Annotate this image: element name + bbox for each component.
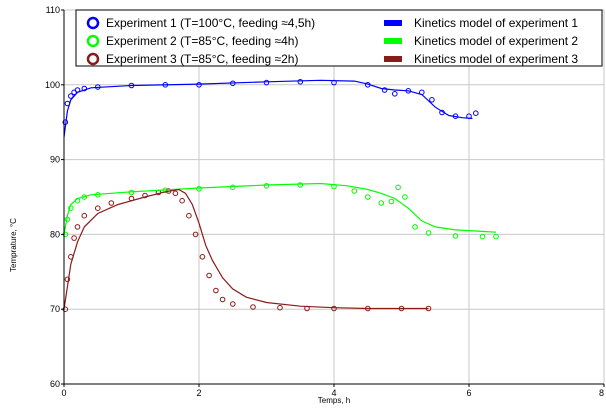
data-point: [331, 305, 337, 312]
legend-line-swatch: [384, 20, 402, 26]
data-point: [263, 183, 270, 189]
data-point: [277, 304, 283, 311]
data-point: [179, 197, 185, 204]
legend-entry-1: Experiment 1 (T=100°C, feeding ≈4,5h): [86, 16, 315, 30]
series-4: [63, 79, 473, 138]
series-line: [63, 182, 497, 235]
legend: Experiment 1 (T=100°C, feeding ≈4,5h) Exp…: [75, 9, 603, 67]
data-point: [473, 110, 479, 116]
legend-entry-3: Experiment 3 (T=85°C, feeding ≈2h): [86, 52, 298, 66]
data-point: [429, 97, 435, 103]
data-point: [392, 91, 398, 97]
y-tick-label: 70: [50, 304, 60, 314]
data-point: [64, 276, 71, 283]
y-axis-title: Temprature, °C: [9, 218, 18, 272]
data-point: [381, 87, 388, 93]
x-tick-label: 2: [196, 388, 201, 398]
y-tick-label: 110: [46, 5, 60, 15]
series-5: [63, 182, 497, 235]
data-point: [95, 205, 101, 211]
legend-entry-5: Kinetics model of experiment 2: [384, 34, 578, 48]
y-tick-label: 80: [50, 229, 60, 239]
data-point: [192, 231, 199, 238]
legend-line-swatch: [384, 56, 402, 62]
x-tick-label: 6: [466, 388, 471, 398]
data-point: [395, 184, 401, 191]
data-point: [230, 184, 236, 191]
data-point: [388, 198, 395, 205]
legend-label: Experiment 1 (T=100°C, feeding ≈4,5h): [106, 16, 315, 30]
data-point: [365, 194, 371, 200]
data-point: [263, 79, 270, 86]
legend-marker-swatch: [86, 34, 100, 48]
series-line: [63, 188, 429, 310]
data-point: [196, 82, 202, 88]
y-tick-label: 100: [45, 80, 60, 90]
x-axis-title: Temps, h: [318, 396, 350, 405]
x-tick-label: 8: [599, 388, 604, 398]
data-point: [186, 212, 192, 219]
x-tick-label: 0: [61, 388, 66, 398]
data-point: [351, 188, 358, 194]
data-point: [206, 272, 212, 279]
data-point: [452, 233, 459, 239]
series-6: [63, 188, 429, 310]
series-line: [63, 79, 473, 138]
data-point: [402, 194, 408, 200]
data-point: [213, 287, 219, 294]
data-point: [108, 200, 115, 206]
data-point: [68, 93, 74, 99]
data-point: [172, 190, 179, 197]
tick-labels-group: 60 70 80 90 100 110 0 2 4 6 8: [45, 5, 605, 398]
legend-line-swatch: [384, 38, 402, 44]
y-tick-label: 60: [50, 379, 60, 389]
legend-entry-6: Kinetics model of experiment 3: [384, 52, 578, 66]
data-point: [142, 192, 148, 199]
data-point: [81, 212, 88, 219]
legend-label: Kinetics model of experiment 1: [414, 16, 578, 30]
legend-box: [75, 9, 603, 67]
data-point: [479, 233, 486, 240]
data-point: [219, 296, 226, 303]
data-point: [230, 301, 236, 307]
legend-marker-swatch: [86, 16, 100, 30]
legend-label: Experiment 3 (T=85°C, feeding ≈2h): [106, 52, 298, 66]
legend-entry-2: Experiment 2 (T=85°C, feeding ≈4h): [86, 34, 298, 48]
data-point: [81, 85, 88, 92]
y-tick-label: 90: [50, 155, 60, 165]
series-2: [62, 182, 499, 240]
data-point: [297, 182, 304, 188]
data-point: [196, 186, 202, 192]
legend-label: Experiment 2 (T=85°C, feeding ≈4h): [106, 34, 298, 48]
legend-label: Kinetics model of experiment 2: [414, 34, 578, 48]
data-point: [412, 224, 418, 230]
data-point: [297, 79, 304, 85]
legend-marker-swatch: [86, 52, 100, 66]
data-point: [71, 235, 77, 241]
data-point: [250, 304, 256, 310]
data-series-group: [62, 79, 499, 313]
x-tick-label: 4: [331, 388, 336, 398]
legend-label: Kinetics model of experiment 3: [414, 52, 578, 66]
data-point: [199, 253, 206, 260]
data-point: [425, 230, 432, 236]
data-point: [378, 200, 385, 206]
data-point: [74, 224, 81, 230]
legend-entry-4: Kinetics model of experiment 1: [384, 16, 578, 30]
data-point: [493, 233, 499, 240]
